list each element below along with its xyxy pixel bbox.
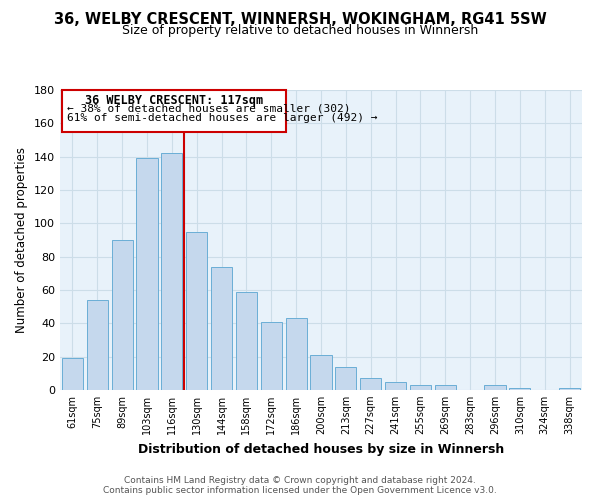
Text: ← 38% of detached houses are smaller (302): ← 38% of detached houses are smaller (30… xyxy=(67,104,351,114)
Bar xyxy=(286,318,307,390)
Y-axis label: Number of detached properties: Number of detached properties xyxy=(16,147,28,333)
Bar xyxy=(360,378,381,390)
Bar xyxy=(559,388,580,390)
Bar xyxy=(310,355,332,390)
Bar xyxy=(435,385,456,390)
Bar xyxy=(335,366,356,390)
Bar xyxy=(211,266,232,390)
Bar xyxy=(136,158,158,390)
Bar xyxy=(161,154,182,390)
Bar xyxy=(62,90,286,132)
Bar xyxy=(509,388,530,390)
Bar xyxy=(87,300,108,390)
Text: 61% of semi-detached houses are larger (492) →: 61% of semi-detached houses are larger (… xyxy=(67,114,378,124)
Bar xyxy=(236,292,257,390)
Bar xyxy=(261,322,282,390)
Bar xyxy=(410,385,431,390)
Text: Size of property relative to detached houses in Winnersh: Size of property relative to detached ho… xyxy=(122,24,478,37)
Text: Distribution of detached houses by size in Winnersh: Distribution of detached houses by size … xyxy=(138,442,504,456)
Bar xyxy=(62,358,83,390)
Text: Contains public sector information licensed under the Open Government Licence v3: Contains public sector information licen… xyxy=(103,486,497,495)
Bar xyxy=(112,240,133,390)
Bar xyxy=(484,385,506,390)
Bar xyxy=(385,382,406,390)
Text: 36, WELBY CRESCENT, WINNERSH, WOKINGHAM, RG41 5SW: 36, WELBY CRESCENT, WINNERSH, WOKINGHAM,… xyxy=(53,12,547,28)
Bar xyxy=(186,232,207,390)
Text: 36 WELBY CRESCENT: 117sqm: 36 WELBY CRESCENT: 117sqm xyxy=(85,94,263,107)
Text: Contains HM Land Registry data © Crown copyright and database right 2024.: Contains HM Land Registry data © Crown c… xyxy=(124,476,476,485)
